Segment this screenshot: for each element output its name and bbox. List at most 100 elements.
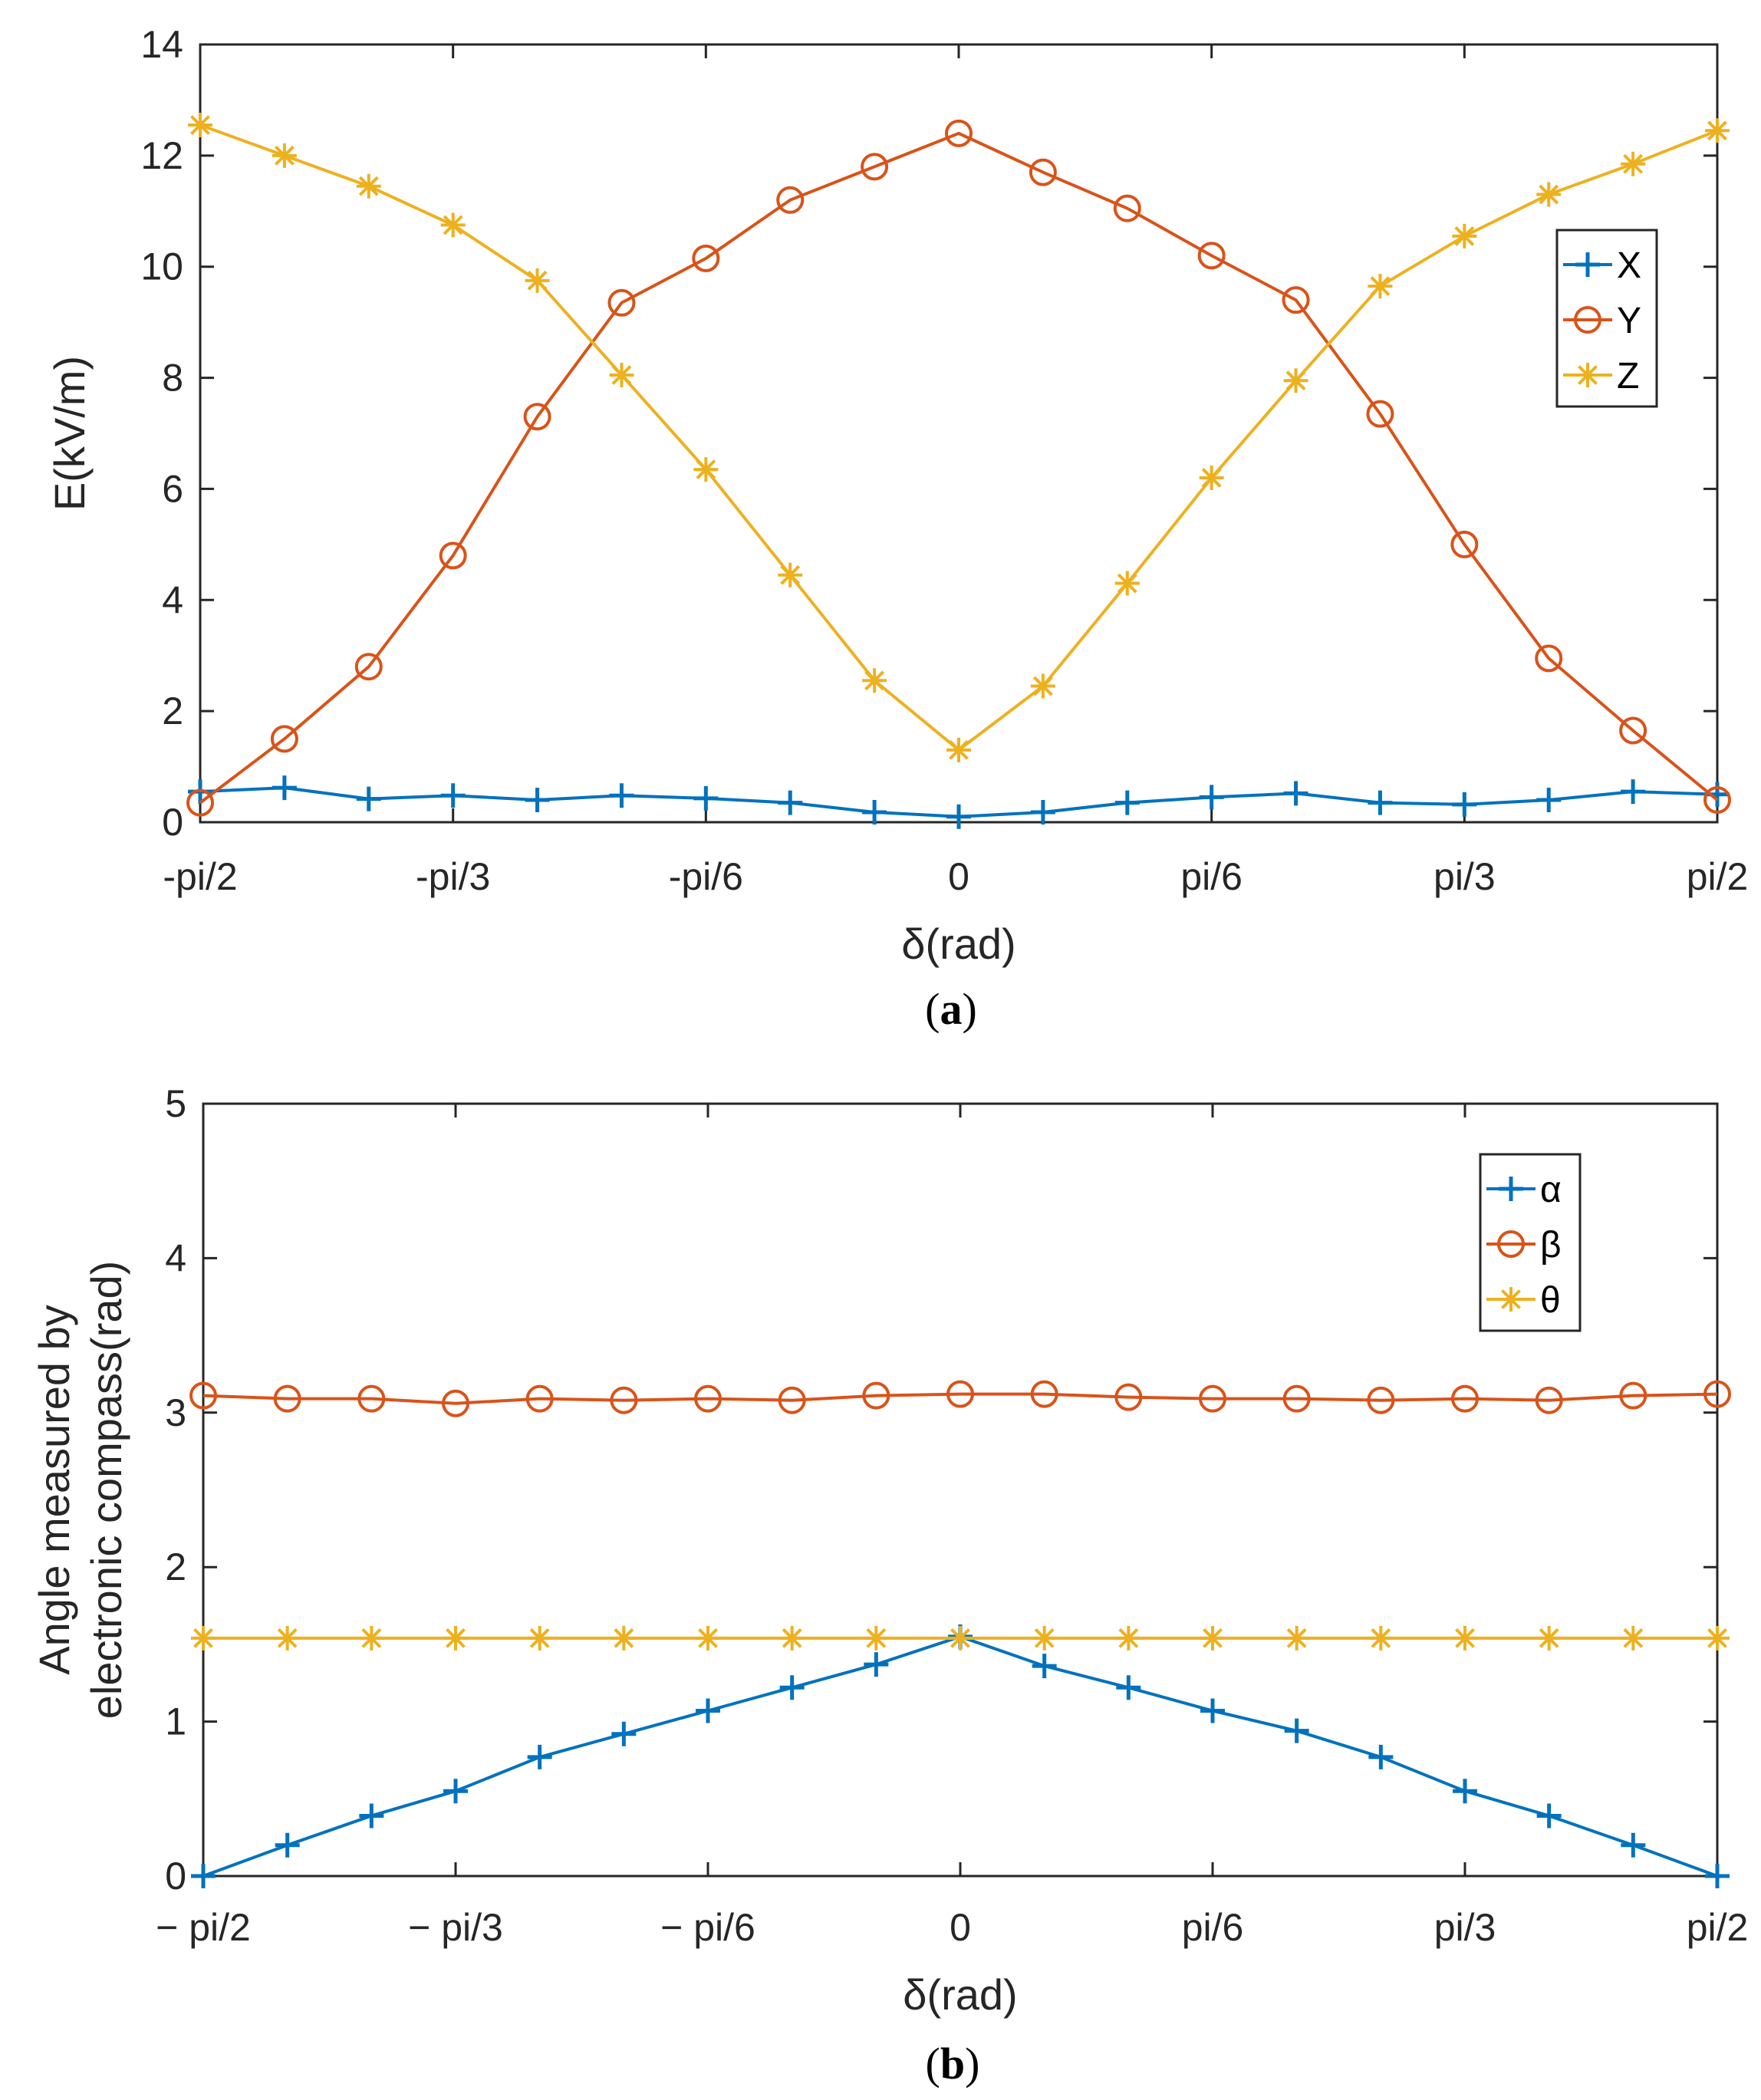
data-point: [948, 1625, 973, 1651]
data-point: [1368, 1744, 1394, 1769]
data-point: [1200, 1625, 1225, 1651]
data-point: [1032, 1625, 1057, 1651]
data-point: [696, 1625, 720, 1651]
legend-marker: [1574, 306, 1601, 334]
data-point: [1452, 223, 1477, 249]
data-point: [1368, 274, 1393, 299]
data-point: [1621, 779, 1646, 805]
data-point: [525, 268, 550, 293]
data-point: [611, 1721, 637, 1746]
x-tick-label: pi/6: [1180, 855, 1243, 898]
data-point: [275, 1625, 300, 1651]
data-point: [273, 1384, 301, 1413]
data-point: [1621, 1832, 1646, 1858]
x-tick-label: pi/3: [1433, 855, 1496, 898]
data-point: [1703, 786, 1731, 815]
data-point: [945, 119, 973, 147]
data-point: [442, 1389, 469, 1417]
legend: αβθ: [1479, 1153, 1582, 1332]
legend-label: X: [1617, 245, 1641, 286]
data-point: [525, 1384, 554, 1413]
y-tick-label: 10: [140, 245, 183, 288]
data-point: [1284, 1625, 1309, 1651]
x-tick-label: -pi/6: [669, 855, 743, 898]
legend: XYZ: [1555, 229, 1658, 408]
data-point: [1283, 781, 1308, 806]
data-point: [359, 1803, 384, 1828]
data-point: [1116, 1675, 1141, 1700]
x-axis-label: δ(rad): [903, 1970, 1017, 2019]
data-point: [1030, 673, 1055, 699]
data-point: [443, 1779, 468, 1804]
legend-label: θ: [1540, 1280, 1561, 1321]
y-axis-label-line2: electronic compass(rad): [82, 1261, 130, 1720]
y-tick-label: 0: [162, 801, 183, 844]
chart-a: 0 2 4 6 8 10 12 14 -pi/2 -pi/3 -pi/6 0 pi/6 pi/3 pi/2 δ…: [45, 23, 1748, 1034]
legend-marker: [1499, 1177, 1523, 1201]
plot-area: [202, 1102, 1719, 1878]
data-point: [1535, 644, 1563, 673]
data-point: [1536, 788, 1562, 813]
x-tick-label: 0: [948, 855, 969, 898]
data-point: [864, 1652, 889, 1677]
data-point: [1535, 1386, 1563, 1414]
legend-marker: [1575, 252, 1600, 277]
series-0: [188, 775, 1730, 829]
data-point: [1030, 1380, 1058, 1408]
data-point: [188, 113, 212, 138]
data-point: [862, 668, 887, 693]
data-point: [1536, 1803, 1562, 1828]
data-point: [1284, 1718, 1309, 1743]
data-point: [778, 562, 803, 588]
data-point: [1114, 790, 1140, 815]
caption-letter: b: [940, 2039, 965, 2088]
data-point: [359, 1625, 384, 1651]
data-point: [275, 1832, 300, 1858]
x-tick-label: pi/2: [1687, 1906, 1749, 1949]
x-tick-label: -pi/3: [416, 855, 490, 898]
data-point: [609, 783, 634, 808]
data-point: [356, 786, 381, 811]
legend-label: β: [1540, 1225, 1562, 1266]
data-point: [862, 799, 887, 825]
x-tick-label: pi/6: [1182, 1906, 1244, 1949]
data-point: [439, 541, 467, 570]
data-point: [1536, 1625, 1562, 1651]
data-point: [443, 1625, 468, 1651]
series-2: [191, 1625, 1730, 1651]
x-tick-label: -pi/2: [163, 855, 237, 898]
data-point: [1621, 151, 1646, 176]
data-point: [864, 1625, 889, 1651]
y-tick-label: 4: [162, 578, 183, 621]
y-tick-label: 6: [162, 467, 183, 510]
data-point: [1029, 158, 1057, 186]
data-point: [1114, 571, 1140, 596]
data-point: [1113, 194, 1141, 222]
data-point: [776, 186, 805, 214]
data-point: [354, 653, 383, 681]
data-point: [778, 1386, 806, 1414]
data-point: [440, 783, 466, 808]
data-point: [1283, 368, 1308, 393]
data-point: [1282, 286, 1310, 314]
x-axis-label: δ(rad): [901, 920, 1015, 968]
data-point: [779, 1625, 805, 1651]
legend-marker: [1499, 1287, 1523, 1312]
y-axis-label: E(kV/m): [45, 356, 94, 511]
y-tick-label: 5: [165, 1082, 186, 1125]
data-point: [693, 457, 719, 482]
data-point: [1703, 1380, 1731, 1408]
data-point: [1705, 1625, 1730, 1651]
data-point: [1199, 785, 1224, 810]
y-tick-label: 1: [165, 1700, 186, 1743]
data-point: [1030, 799, 1055, 825]
series-line: [199, 131, 1719, 805]
legend-label: Y: [1617, 301, 1641, 341]
data-point: [693, 785, 719, 811]
data-point: [1453, 1779, 1477, 1804]
data-point: [527, 1625, 552, 1651]
data-point: [523, 403, 551, 431]
data-point: [862, 1381, 890, 1410]
y-tick-label: 3: [165, 1391, 186, 1434]
data-point: [1368, 790, 1393, 815]
